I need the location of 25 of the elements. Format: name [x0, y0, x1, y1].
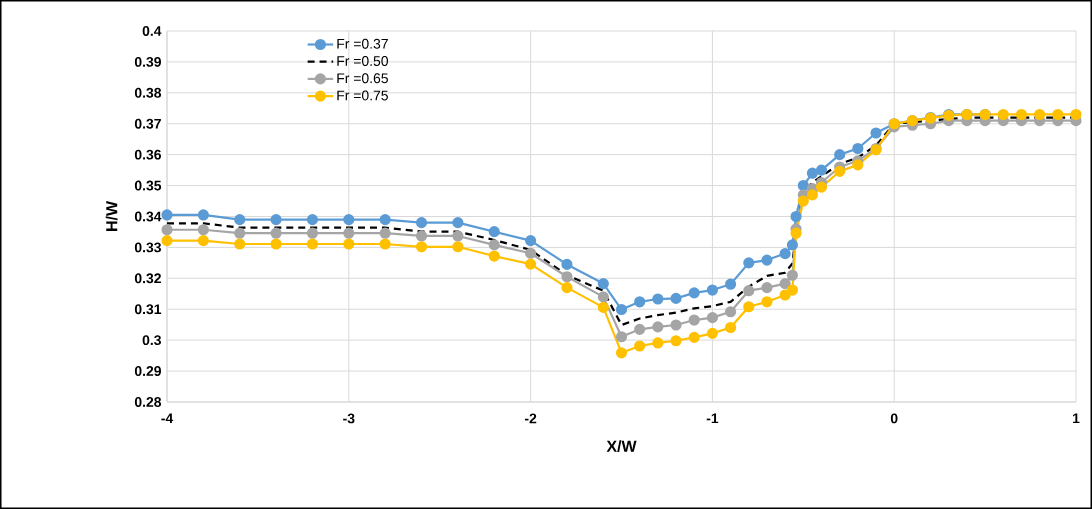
x-tick-label: -3	[343, 413, 355, 424]
x-tick-label: -4	[161, 413, 174, 424]
y-tick-label: 0.28	[134, 397, 162, 407]
y-tick-label: 0.34	[134, 211, 162, 222]
x-tick-label: 1	[1073, 413, 1080, 424]
y-tick-label: 0.31	[134, 304, 162, 315]
legend-label: Fr =0.37	[337, 38, 388, 49]
legend-label: Fr =0.50	[337, 56, 389, 66]
y-tick-label: 0.37	[134, 118, 161, 129]
y-tick-label: 0.29	[134, 366, 161, 377]
y-tick-label: 0.35	[134, 180, 162, 191]
x-axis-title: X/W	[606, 440, 637, 453]
y-tick-label: 0.32	[134, 273, 161, 284]
x-tick-label: -1	[706, 413, 719, 424]
y-tick-label: 0.4	[142, 26, 162, 36]
x-tick-label: 0	[890, 413, 898, 424]
legend-label: Fr =0.75	[337, 90, 388, 101]
x-tick-label: -2	[524, 413, 537, 424]
y-tick-label: 0.36	[134, 149, 161, 160]
legend-label: Fr =0.65	[337, 73, 388, 84]
y-axis-title: H/W	[105, 201, 118, 231]
y-tick-label: 0.3	[142, 335, 161, 346]
y-tick-label: 0.38	[134, 87, 162, 98]
y-tick-label: 0.39	[134, 56, 161, 67]
y-tick-label: 0.33	[134, 242, 161, 253]
